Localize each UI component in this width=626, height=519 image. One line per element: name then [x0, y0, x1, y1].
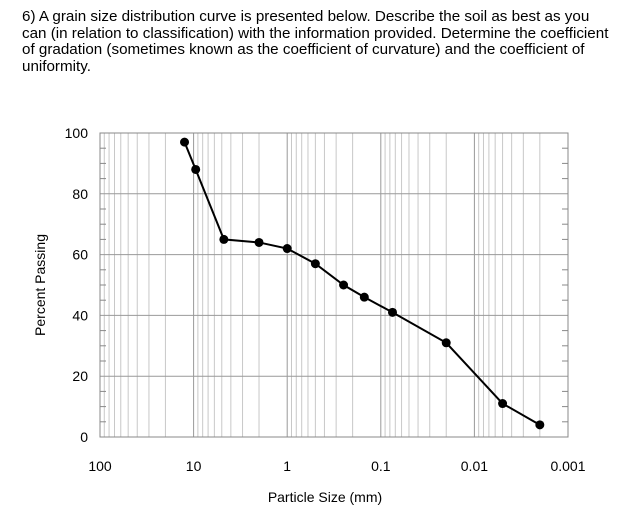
- x-tick-label: 0.001: [550, 458, 585, 474]
- y-tick-label: 60: [72, 247, 88, 263]
- x-tick-label: 10: [186, 458, 202, 474]
- data-point: [219, 234, 229, 244]
- y-tick-label: 20: [72, 368, 88, 384]
- series-line: [183, 141, 541, 426]
- x-tick-label: 1: [283, 458, 291, 474]
- y-tick-label: 40: [72, 307, 88, 323]
- question-text: 6) A grain size distribution curve is pr…: [22, 8, 609, 75]
- grid: [100, 132, 569, 438]
- x-tick-label: 100: [88, 458, 112, 474]
- data-point: [387, 307, 397, 317]
- data-point: [339, 280, 349, 290]
- plot-frame: [99, 132, 569, 438]
- x-tick-label: 0.1: [371, 458, 391, 474]
- data-point: [441, 338, 451, 348]
- x-axis-label: Particle Size (mm): [268, 489, 382, 505]
- data-point: [535, 420, 545, 430]
- y-tick-label: 0: [80, 429, 88, 445]
- x-tick-label: 0.01: [461, 458, 488, 474]
- data-point: [359, 292, 369, 302]
- data-point: [254, 237, 264, 247]
- y-tick-label: 80: [72, 186, 88, 202]
- y-axis-label: Percent Passing: [32, 234, 48, 336]
- y-tick-label: 100: [65, 125, 89, 141]
- data-point: [180, 137, 190, 147]
- data-point: [310, 259, 320, 269]
- data-point: [191, 164, 201, 174]
- data-point: [282, 244, 292, 254]
- data-point: [498, 399, 508, 409]
